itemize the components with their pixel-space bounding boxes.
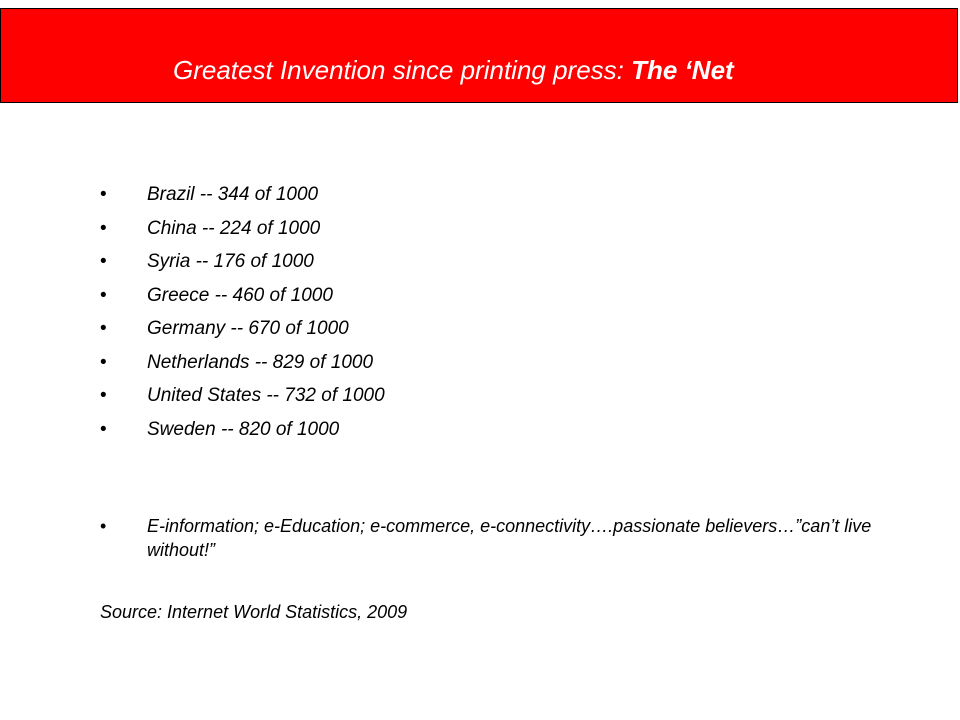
bullet-icon: •: [100, 318, 107, 339]
bullet-icon: •: [100, 385, 107, 406]
stat-text: Germany -- 670 of 1000: [147, 318, 349, 339]
bullet-icon: •: [100, 251, 107, 272]
bullet-icon: •: [100, 516, 107, 536]
bullet-icon: •: [100, 217, 107, 239]
stat-text: Brazil -- 344 of 1000: [147, 184, 319, 205]
note-text: E-information; e-Education; e-commerce, …: [147, 516, 872, 560]
source-citation: Source: Internet World Statistics, 2009: [100, 602, 408, 622]
bullet-icon: •: [100, 184, 107, 205]
stat-text: Sweden -- 820 of 1000: [147, 418, 340, 440]
slide-title-bold: The ‘Net: [631, 55, 734, 85]
stat-text: China -- 224 of 1000: [147, 217, 321, 239]
bullet-icon: •: [100, 284, 107, 306]
stat-text: Syria -- 176 of 1000: [147, 251, 314, 272]
stat-text: Greece -- 460 of 1000: [147, 284, 333, 306]
title-bar: Greatest Invention since printing press:…: [0, 8, 958, 103]
slide-title-main: Greatest Invention since printing press:: [173, 55, 632, 85]
bullet-icon: •: [100, 351, 107, 373]
stat-text: Netherlands -- 829 of 1000: [147, 351, 374, 373]
stat-text: United States -- 732 of 1000: [147, 385, 385, 406]
bullet-icon: •: [100, 418, 107, 440]
slide-title: Greatest Invention since printing press:…: [173, 53, 734, 87]
